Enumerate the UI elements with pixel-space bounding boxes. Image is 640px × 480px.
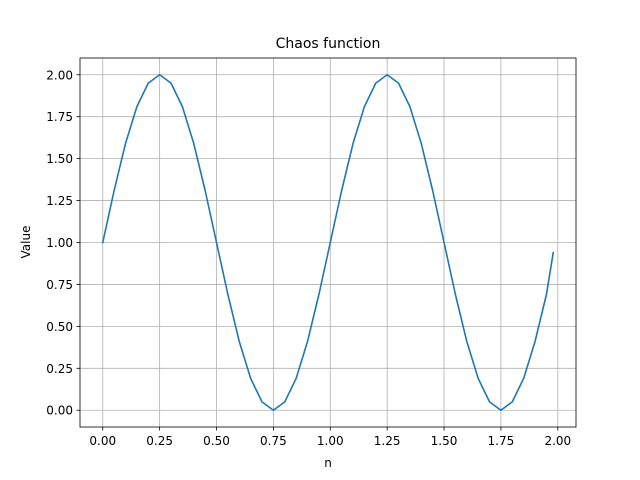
- x-tick-label: 1.75: [488, 434, 515, 448]
- series-layer: [101, 73, 555, 412]
- x-tick-label: 1.00: [317, 434, 344, 448]
- y-tick-label: 1.75: [46, 110, 73, 124]
- x-tick-label: 0.25: [146, 434, 173, 448]
- y-tick-label: 0.50: [46, 320, 73, 334]
- chart-title: Chaos function: [276, 36, 381, 52]
- y-axis: 0.00 0.25 0.50 0.75 1.00 1.25 1.50 1.75 2.00: [46, 68, 80, 418]
- x-tick-label: 1.25: [374, 434, 401, 448]
- grid: [80, 58, 576, 427]
- x-tick-label: 0.00: [89, 434, 116, 448]
- x-axis-label: n: [324, 456, 332, 470]
- y-tick-label: 1.00: [46, 236, 73, 250]
- y-tick-label: 0.75: [46, 278, 73, 292]
- x-tick-label: 1.50: [431, 434, 458, 448]
- x-axis: 0.00 0.25 0.50 0.75 1.00 1.25 1.50 1.75 2.00: [89, 427, 571, 448]
- x-tick-label: 0.50: [203, 434, 230, 448]
- x-tick-label: 0.75: [260, 434, 287, 448]
- y-tick-label: 0.25: [46, 362, 73, 376]
- y-tick-label: 2.00: [46, 68, 73, 82]
- y-tick-label: 1.25: [46, 194, 73, 208]
- series-line: [101, 73, 555, 412]
- x-tick-label: 2.00: [544, 434, 571, 448]
- y-tick-label: 1.50: [46, 152, 73, 166]
- y-tick-label: 0.00: [46, 404, 73, 418]
- y-axis-label: Value: [19, 226, 33, 259]
